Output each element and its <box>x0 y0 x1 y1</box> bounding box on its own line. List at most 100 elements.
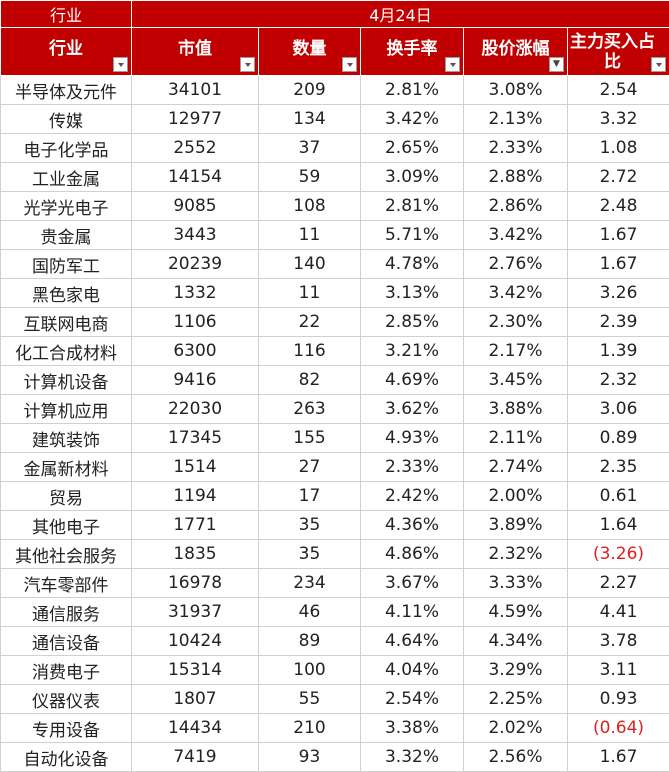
cell-main-buy-ratio: 2.35 <box>568 453 669 482</box>
filter-dropdown-icon[interactable] <box>342 57 357 72</box>
cell-main-buy-ratio: 0.89 <box>568 424 669 453</box>
cell-count: 37 <box>259 134 361 163</box>
cell-price-rise: 3.42% <box>464 221 568 250</box>
cell-price-rise: 2.76% <box>464 250 568 279</box>
cell-count: 46 <box>259 598 361 627</box>
cell-main-buy-ratio: 4.41 <box>568 598 669 627</box>
cell-market-cap: 1771 <box>132 511 259 540</box>
cell-market-cap: 15314 <box>132 656 259 685</box>
cell-industry: 计算机应用 <box>1 395 132 424</box>
cell-turnover: 3.21% <box>361 337 464 366</box>
cell-price-rise: 2.74% <box>464 453 568 482</box>
cell-price-rise: 2.86% <box>464 192 568 221</box>
cell-main-buy-ratio: 1.39 <box>568 337 669 366</box>
cell-turnover: 2.54% <box>361 685 464 714</box>
cell-count: 140 <box>259 250 361 279</box>
cell-count: 134 <box>259 105 361 134</box>
cell-main-buy-ratio: 3.32 <box>568 105 669 134</box>
cell-market-cap: 10424 <box>132 627 259 656</box>
cell-main-buy-ratio: 2.48 <box>568 192 669 221</box>
cell-turnover: 4.11% <box>361 598 464 627</box>
cell-count: 93 <box>259 743 361 772</box>
cell-industry: 贸易 <box>1 482 132 511</box>
cell-turnover: 3.38% <box>361 714 464 743</box>
cell-count: 82 <box>259 366 361 395</box>
cell-turnover: 4.93% <box>361 424 464 453</box>
cell-price-rise: 3.08% <box>464 76 568 105</box>
cell-market-cap: 34101 <box>132 76 259 105</box>
cell-turnover: 3.67% <box>361 569 464 598</box>
cell-main-buy-ratio: 1.67 <box>568 743 669 772</box>
cell-price-rise: 2.25% <box>464 685 568 714</box>
cell-market-cap: 14154 <box>132 163 259 192</box>
cell-price-rise: 4.59% <box>464 598 568 627</box>
cell-industry: 汽车零部件 <box>1 569 132 598</box>
cell-main-buy-ratio: (0.64) <box>568 714 669 743</box>
cell-market-cap: 9416 <box>132 366 259 395</box>
cell-price-rise: 2.30% <box>464 308 568 337</box>
cell-main-buy-ratio: 1.67 <box>568 221 669 250</box>
filter-dropdown-icon[interactable] <box>113 57 128 72</box>
cell-main-buy-ratio: 3.06 <box>568 395 669 424</box>
cell-turnover: 3.32% <box>361 743 464 772</box>
cell-industry: 建筑装饰 <box>1 424 132 453</box>
header-top-row: 行业 4月24日 <box>1 1 669 28</box>
cell-turnover: 2.42% <box>361 482 464 511</box>
col-header-mcap: 市值 <box>132 28 259 76</box>
cell-turnover: 4.69% <box>361 366 464 395</box>
cell-industry: 专用设备 <box>1 714 132 743</box>
cell-price-rise: 3.88% <box>464 395 568 424</box>
cell-price-rise: 2.00% <box>464 482 568 511</box>
cell-main-buy-ratio: 0.93 <box>568 685 669 714</box>
cell-main-buy-ratio: 0.61 <box>568 482 669 511</box>
filter-dropdown-icon[interactable] <box>445 57 460 72</box>
cell-count: 59 <box>259 163 361 192</box>
cell-industry: 工业金属 <box>1 163 132 192</box>
cell-market-cap: 7419 <box>132 743 259 772</box>
cell-industry: 通信服务 <box>1 598 132 627</box>
cell-count: 22 <box>259 308 361 337</box>
cell-count: 116 <box>259 337 361 366</box>
cell-market-cap: 12977 <box>132 105 259 134</box>
filter-dropdown-icon[interactable] <box>240 57 255 72</box>
col-label: 行业 <box>1 39 131 65</box>
cell-price-rise: 3.45% <box>464 366 568 395</box>
cell-main-buy-ratio: 2.39 <box>568 308 669 337</box>
cell-price-rise: 3.42% <box>464 279 568 308</box>
cell-industry: 化工合成材料 <box>1 337 132 366</box>
cell-main-buy-ratio: 1.67 <box>568 250 669 279</box>
cell-turnover: 4.86% <box>361 540 464 569</box>
cell-main-buy-ratio: 2.27 <box>568 569 669 598</box>
cell-price-rise: 3.29% <box>464 656 568 685</box>
cell-market-cap: 31937 <box>132 598 259 627</box>
cell-industry: 消费电子 <box>1 656 132 685</box>
col-header-count: 数量 <box>259 28 361 76</box>
cell-turnover: 3.42% <box>361 105 464 134</box>
cell-market-cap: 3443 <box>132 221 259 250</box>
cell-market-cap: 1106 <box>132 308 259 337</box>
cell-count: 11 <box>259 221 361 250</box>
cell-industry: 黑色家电 <box>1 279 132 308</box>
filter-dropdown-icon[interactable] <box>651 57 666 72</box>
cell-market-cap: 6300 <box>132 337 259 366</box>
cell-price-rise: 2.13% <box>464 105 568 134</box>
cell-main-buy-ratio: 3.11 <box>568 656 669 685</box>
cell-turnover: 3.13% <box>361 279 464 308</box>
cell-turnover: 2.85% <box>361 308 464 337</box>
filter-active-funnel-icon[interactable]: ▼ <box>549 57 564 72</box>
cell-count: 11 <box>259 279 361 308</box>
cell-turnover: 3.09% <box>361 163 464 192</box>
cell-price-rise: 2.88% <box>464 163 568 192</box>
cell-count: 210 <box>259 714 361 743</box>
col-header-industry: 行业 <box>1 28 132 76</box>
